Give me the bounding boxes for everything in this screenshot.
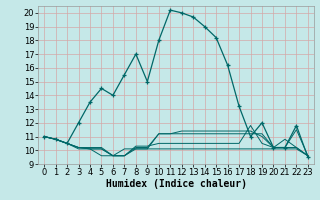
X-axis label: Humidex (Indice chaleur): Humidex (Indice chaleur) — [106, 179, 246, 189]
